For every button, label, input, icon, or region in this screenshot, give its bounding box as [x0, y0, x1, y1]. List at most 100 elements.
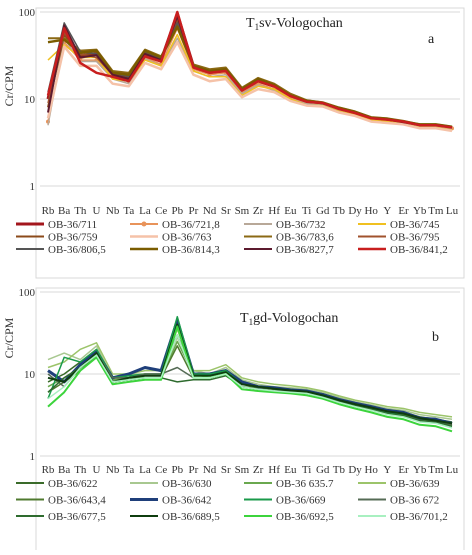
y-tick-labels-a: 1 10 100: [19, 7, 36, 193]
legend-label-a-0: OB-36/711: [48, 219, 97, 231]
x-tick-a-tb: Tb: [333, 205, 346, 217]
panel-letter-a: a: [428, 32, 435, 47]
x-tick-a-th: Th: [74, 205, 87, 217]
x-tick-b-dy: Dy: [348, 464, 362, 476]
chart-panel-b: Rb Ba Th U Nb Ta La Ce Pb Pr Nd Sr Sm Zr Hf Eu Ti Gd Tb Dy H…: [2, 287, 465, 553]
legend-label-b-8: OB-36/677,5: [48, 511, 106, 523]
series-line-b-3: [47, 328, 453, 418]
legend-label-a-6: OB-36/783,6: [276, 232, 334, 244]
x-tick-b-y: Y: [383, 464, 391, 476]
legend-label-a-4: OB-36/759: [48, 232, 98, 244]
x-tick-a-zr: Zr: [253, 205, 264, 217]
x-tick-b-pr: Pr: [189, 464, 199, 476]
series-line-a-5: [46, 40, 453, 133]
x-tick-b-ba: Ba: [58, 464, 70, 476]
x-tick-a-u: U: [93, 205, 101, 217]
y-axis-label-b: Cr/CPM: [2, 317, 16, 358]
x-tick-a-dy: Dy: [348, 205, 362, 217]
legend-label-b-11: OB-36/701,2: [390, 511, 448, 523]
series-line-a-11: [46, 10, 453, 129]
x-tick-a-rb: Rb: [42, 205, 55, 217]
x-tick-a-ba: Ba: [58, 205, 70, 217]
x-tick-b-ho: Ho: [364, 464, 378, 476]
x-tick-a-nd: Nd: [203, 205, 217, 217]
x-tick-a-hf: Hf: [268, 205, 280, 217]
y-tick-a-1: 10: [24, 94, 36, 106]
x-tick-a-tm: Tm: [428, 205, 444, 217]
legend-label-b-2: OB-36 635.7: [276, 478, 334, 490]
x-tick-b-hf: Hf: [268, 464, 280, 476]
chart-title-a: T1sv-Vologochan: [246, 16, 343, 32]
legend-label-b-4: OB-36/643,4: [48, 495, 106, 507]
legend-label-b-6: OB-36/669: [276, 495, 326, 507]
y-tick-a-0: 1: [30, 181, 36, 193]
legend-b: OB-36/622 OB-36/630 OB-36 635.7 OB-36/639 OB…: [16, 478, 448, 523]
y-tick-b-0: 1: [30, 451, 36, 463]
legend-label-a-9: OB-36/814,3: [162, 244, 220, 256]
series-line-b-11: [47, 334, 453, 429]
chart-panel-a: Rb Ba Th U Nb Ta La Ce Pb Pr Nd Sr Sm Zr Hf Eu Ti Gd Tb Dy H…: [2, 7, 465, 279]
legend-label-a-3: OB-36/745: [390, 219, 440, 231]
x-tick-a-nb: Nb: [106, 205, 120, 217]
x-tick-b-yb: Yb: [413, 464, 427, 476]
series-line-a-3: [47, 33, 453, 131]
x-tick-b-ti: Ti: [302, 464, 311, 476]
x-tick-b-la: La: [139, 464, 151, 476]
title-a-part-3: sv-Vologochan: [259, 16, 343, 31]
plot-area-b: [35, 287, 465, 553]
x-tick-b-u: U: [93, 464, 101, 476]
legend-label-a-7: OB-36/795: [390, 232, 440, 244]
x-tick-b-th: Th: [74, 464, 87, 476]
y-tick-b-2: 100: [19, 287, 36, 299]
plot-area-a: [35, 7, 465, 279]
legend-label-b-7: OB-36 672: [390, 495, 439, 507]
x-tick-labels-b: Rb Ba Th U Nb Ta La Ce Pb Pr Nd Sr Sm Zr Hf Eu Ti Gd Tb Dy H…: [42, 464, 459, 476]
legend-label-a-5: OB-36/763: [162, 232, 212, 244]
title-b-part-3: gd-Vologochan: [253, 311, 338, 326]
legend-label-b-0: OB-36/622: [48, 478, 98, 490]
legend-label-a-8: OB-36/806,5: [48, 244, 106, 256]
series-lines-b: [47, 315, 453, 433]
x-tick-a-pr: Pr: [189, 205, 199, 217]
x-tick-a-ta: Ta: [123, 205, 134, 217]
y-tick-b-1: 10: [24, 369, 36, 381]
y-tick-a-2: 100: [19, 7, 36, 19]
legend-label-a-2: OB-36/732: [276, 219, 326, 231]
legend-label-a-10: OB-36/827,7: [276, 244, 334, 256]
legend-label-b-9: OB-36/689,5: [162, 511, 220, 523]
x-tick-a-yb: Yb: [413, 205, 427, 217]
legend-a: OB-36/711 OB-36/721,8 OB-36/732 OB-36/745OB…: [16, 219, 448, 256]
x-tick-a-sm: Sm: [235, 205, 250, 217]
x-tick-a-sr: Sr: [221, 205, 231, 217]
x-tick-b-zr: Zr: [253, 464, 264, 476]
chart-title-b: T1gd-Vologochan: [240, 311, 338, 327]
title-b-part-2: 1: [249, 317, 254, 327]
x-tick-b-gd: Gd: [316, 464, 330, 476]
x-tick-b-eu: Eu: [284, 464, 297, 476]
x-tick-b-tm: Tm: [428, 464, 444, 476]
legend-label-b-5: OB-36/642: [162, 495, 212, 507]
x-tick-b-lu: Lu: [446, 464, 459, 476]
legend-label-b-3: OB-36/639: [390, 478, 440, 490]
x-tick-b-tb: Tb: [333, 464, 346, 476]
legend-label-a-1: OB-36/721,8: [162, 219, 220, 231]
x-tick-b-pb: Pb: [171, 464, 183, 476]
x-tick-a-ti: Ti: [302, 205, 311, 217]
x-tick-a-gd: Gd: [316, 205, 330, 217]
x-tick-b-rb: Rb: [42, 464, 55, 476]
x-tick-b-ta: Ta: [123, 464, 134, 476]
x-tick-b-nb: Nb: [106, 464, 120, 476]
legend-label-b-10: OB-36/692,5: [276, 511, 334, 523]
x-tick-b-sm: Sm: [235, 464, 250, 476]
panel-letter-b: b: [432, 330, 439, 345]
series-line-b-10: [47, 325, 453, 433]
x-tick-a-pb: Pb: [171, 205, 183, 217]
grid-a: [40, 11, 460, 187]
x-tick-labels-a: Rb Ba Th U Nb Ta La Ce Pb Pr Nd Sr Sm Zr Hf Eu Ti Gd Tb Dy H…: [42, 205, 459, 217]
x-tick-a-lu: Lu: [446, 205, 459, 217]
y-axis-label-a: Cr/CPM: [2, 65, 16, 106]
x-tick-b-nd: Nd: [203, 464, 217, 476]
legend-label-b-1: OB-36/630: [162, 478, 212, 490]
title-a-part-1: T: [246, 16, 255, 31]
